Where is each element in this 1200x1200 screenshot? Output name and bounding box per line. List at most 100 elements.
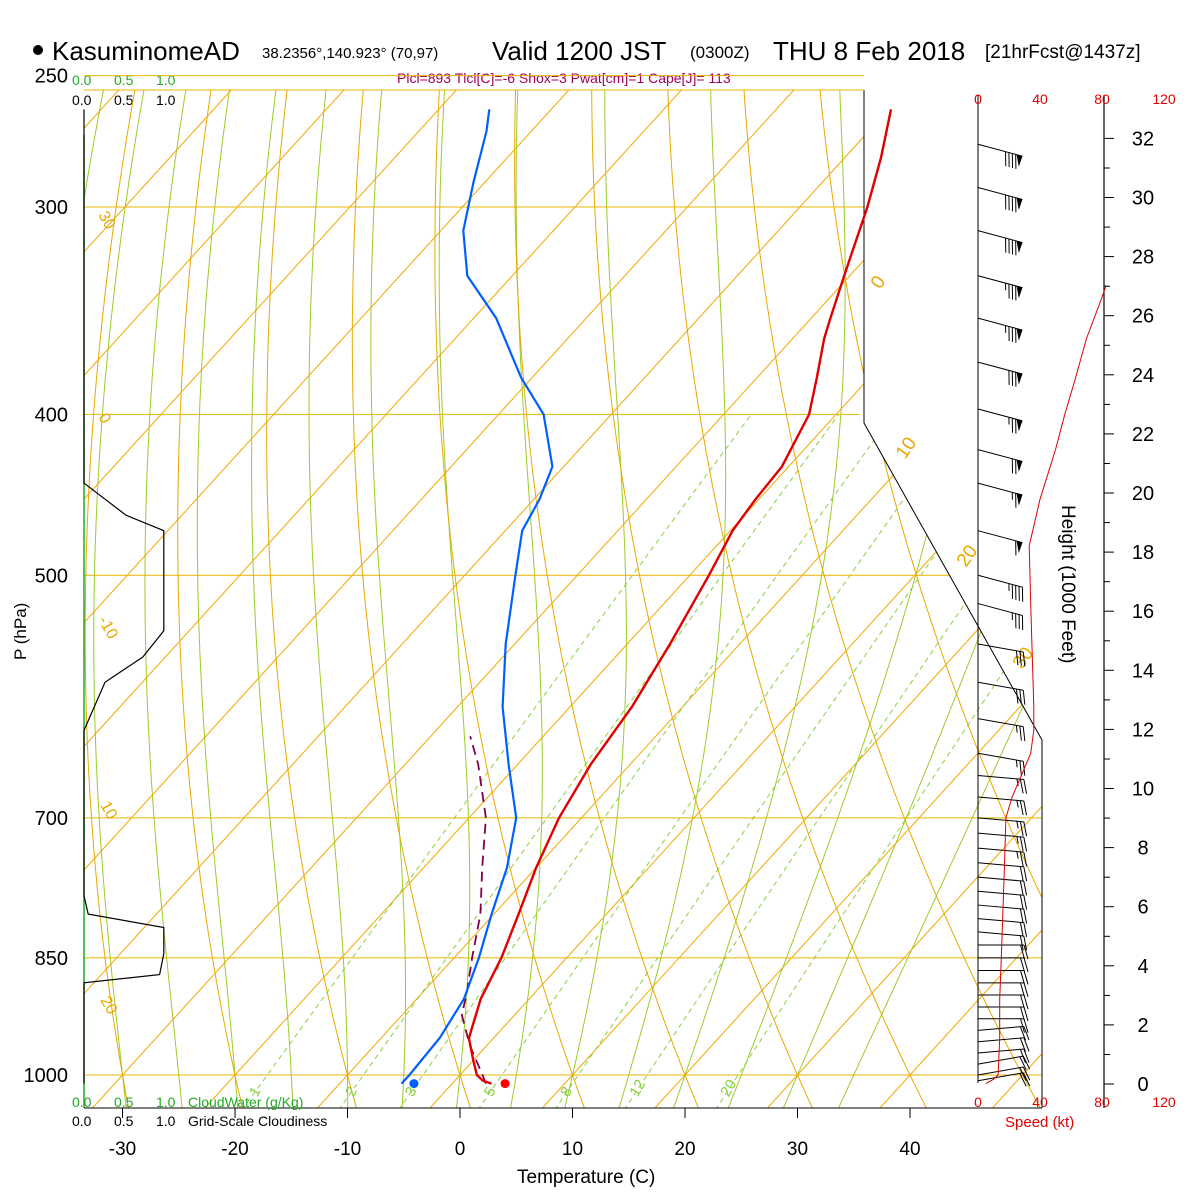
wind-barb [977,1037,1030,1052]
temperature-tick-label: -30 [109,1139,136,1160]
chart-header: KasuminomeAD 38.2356°,140.923° (70,97) V… [33,36,1141,86]
pressure-tick-label: 300 [35,197,68,219]
temperature-axis-label: Temperature (C) [517,1167,655,1188]
height-tick-label: 12 [1132,719,1154,741]
mixing-ratio-label: 8 [557,1084,576,1100]
wind-barb [977,361,1023,387]
speed-tick-label: 0 [974,91,982,107]
height-axis-label: Height (1000 Feet) [1057,505,1078,663]
moist-adiabat [781,90,1042,1108]
pressure-tick-label: 500 [35,565,68,587]
cloudwater-tick: 0.0 [72,72,92,88]
isotherm [84,90,695,1108]
speed-profile [985,284,1106,1085]
height-tick-label: 8 [1137,838,1148,860]
moist-adiabat [672,90,846,1108]
isotherm [84,90,358,1108]
dry-adiabat-label: -10 [95,614,121,643]
isotherms [84,90,1042,1108]
speed-tick-label: 0 [974,1094,982,1110]
pressure-tick-label: 400 [35,404,68,426]
pressure-axis-label: P (hPa) [11,603,30,660]
station-name: KasuminomeAD [52,36,240,66]
wind-barb [978,944,1029,960]
speed-tick-label: 80 [1094,91,1110,107]
wind-barb [977,482,1023,508]
isotherm [540,90,1042,1108]
wind-barb [977,681,1026,705]
wind-barb [977,574,1024,602]
temperature-tick-label: 30 [787,1139,808,1160]
pressure-tick-label: 250 [35,66,68,88]
wind-barb [977,718,1026,742]
dry-adiabat-label: 20 [97,994,121,1018]
cloudiness-tick: 0.5 [114,92,134,108]
valid-date: THU 8 Feb 2018 [773,36,965,66]
station-coords: 38.2356°,140.923° (70,97) [262,45,438,62]
temperature-tick-label: 40 [899,1139,920,1160]
dewpoint-line [400,109,554,1085]
moist-adiabat [509,90,543,1108]
station-dot-icon [33,45,43,55]
valid-time: Valid 1200 JST [492,36,667,66]
cloudwater-tick: 0.0 [72,1094,92,1110]
pressure-tick-label: 1000 [24,1065,69,1087]
wind-barb [977,774,1028,794]
cloudiness-profile [83,109,165,1084]
moist-adiabat [144,90,189,1108]
surface-temperature-dot [500,1079,510,1089]
height-tick-label: 2 [1137,1015,1148,1037]
cloudiness-tick: 1.0 [156,92,176,108]
height-tick-label: 18 [1132,542,1154,564]
dry-adiabat [591,90,814,1108]
cloudwater-tick: 1.0 [156,72,176,88]
moist-adiabat [93,90,148,1108]
isobars [84,75,1042,1076]
wind-barb [977,187,1023,213]
temperature-tick-label: 20 [674,1139,695,1160]
pressure-axis-ticks: 250 300 400 500 700 850 1000 [24,66,69,1087]
cloudiness-tick: 0.0 [72,1113,92,1129]
height-tick-label: 32 [1132,128,1154,150]
cloudiness-label: Grid-Scale Cloudiness [188,1113,327,1129]
pressure-tick-label: 700 [35,808,68,830]
isotherm [315,90,1042,1108]
moist-adiabat [251,90,294,1108]
surface-dewpoint-dot [409,1079,419,1089]
cloudwater-label: CloudWater (g/Kg) [188,1094,303,1110]
speed-axis-label: Speed (kt) [1005,1114,1074,1131]
temperature-tick-label: -10 [334,1139,361,1160]
isotherm [84,90,920,1108]
plot-frame [863,90,1043,1108]
mixing-ratio-line [554,414,1034,1108]
mixing-ratio-label: 20 [717,1077,740,1100]
speed-tick-label: 120 [1152,1094,1176,1110]
wind-barb [977,904,1028,924]
height-tick-label: 16 [1132,601,1154,623]
speed-tick-label: 40 [1032,1094,1048,1110]
moist-adiabat-label: 10 [892,434,921,463]
isotherm [877,90,1042,1108]
wind-barb [977,1066,1031,1081]
dry-adiabat [514,90,700,1108]
cloudwater-tick: 1.0 [156,1094,176,1110]
wind-barb [977,796,1028,816]
height-tick-label: 28 [1132,247,1154,269]
wind-barb [977,890,1028,910]
temperature-tick-label: 10 [562,1139,583,1160]
isotherm [202,90,1042,1108]
height-tick-label: 6 [1137,897,1148,919]
wind-barb [977,408,1023,434]
wind-barb [977,143,1023,169]
isotherm [84,90,470,1108]
moist-adiabat [0,76,28,1111]
height-tick-label: 0 [1137,1074,1148,1096]
forecast-info: [21hrFcst@1437z] [985,42,1141,63]
mixing-ratio-line [477,414,965,1108]
cloudwater-tick: 0.5 [114,72,134,88]
wind-barb [977,603,1024,631]
dry-adiabat [177,90,244,1108]
moist-adiabat [617,90,727,1108]
